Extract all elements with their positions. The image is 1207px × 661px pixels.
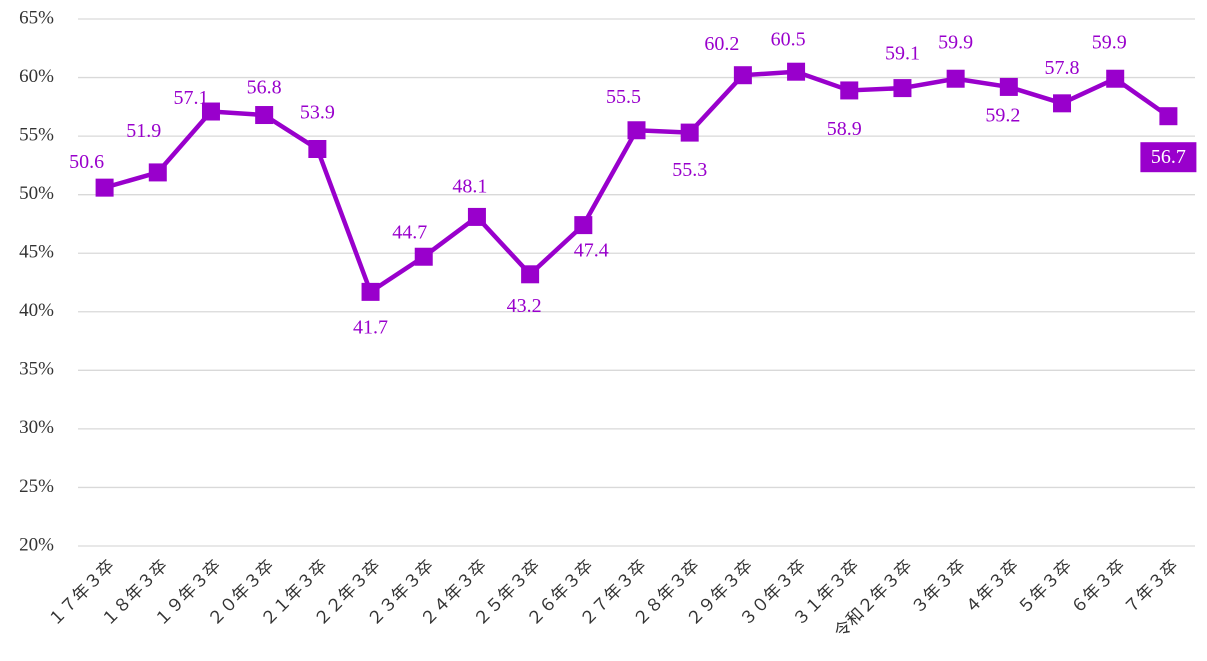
x-tick-label: ７年３卒 bbox=[1120, 556, 1182, 618]
marker bbox=[999, 77, 1018, 96]
marker bbox=[840, 81, 859, 100]
value-label: 59.9 bbox=[938, 31, 973, 53]
y-tick-label: 35% bbox=[19, 359, 54, 380]
y-tick-label: 25% bbox=[19, 476, 54, 497]
value-label: 51.9 bbox=[126, 120, 161, 142]
marker bbox=[255, 106, 274, 125]
value-label: 59.2 bbox=[985, 105, 1020, 127]
marker bbox=[361, 282, 380, 301]
value-label: 57.8 bbox=[1045, 57, 1080, 79]
x-tick-label: ３年３卒 bbox=[908, 556, 970, 618]
y-tick-label: 30% bbox=[19, 417, 54, 438]
value-label: 56.7 bbox=[1151, 146, 1186, 168]
x-tick-label: ６年３卒 bbox=[1067, 556, 1129, 618]
marker bbox=[733, 66, 752, 85]
value-label: 59.9 bbox=[1092, 31, 1127, 53]
marker bbox=[627, 121, 646, 140]
marker bbox=[308, 139, 327, 158]
value-label-box bbox=[1140, 142, 1197, 173]
value-label: 59.1 bbox=[885, 43, 920, 65]
marker bbox=[787, 62, 806, 81]
value-label: 55.5 bbox=[606, 86, 641, 108]
value-label: 60.5 bbox=[771, 28, 806, 50]
value-label: 53.9 bbox=[300, 102, 335, 124]
marker bbox=[95, 178, 114, 197]
marker bbox=[148, 163, 167, 182]
y-tick-label: 40% bbox=[19, 300, 54, 321]
value-label: 44.7 bbox=[392, 221, 427, 243]
x-tick-label: ５年３卒 bbox=[1014, 556, 1076, 618]
marker bbox=[414, 247, 433, 266]
marker bbox=[1053, 94, 1072, 113]
value-label: 43.2 bbox=[507, 295, 542, 317]
marker bbox=[1106, 69, 1125, 88]
marker bbox=[893, 79, 912, 98]
value-label: 60.2 bbox=[704, 33, 739, 55]
x-tick-label: ４年３卒 bbox=[961, 556, 1023, 618]
value-label: 58.9 bbox=[827, 118, 862, 140]
y-tick-label: 45% bbox=[19, 242, 54, 263]
marker bbox=[680, 123, 699, 142]
marker bbox=[946, 69, 965, 88]
value-label: 48.1 bbox=[452, 176, 487, 198]
value-label: 47.4 bbox=[574, 240, 609, 262]
marker bbox=[467, 207, 486, 226]
value-label: 57.1 bbox=[173, 87, 208, 109]
value-label: 55.3 bbox=[672, 159, 707, 181]
value-label: 41.7 bbox=[353, 316, 388, 338]
y-tick-label: 50% bbox=[19, 183, 54, 204]
value-label: 56.8 bbox=[247, 77, 282, 99]
value-label: 50.6 bbox=[69, 151, 104, 173]
marker bbox=[1159, 107, 1178, 126]
marker bbox=[201, 102, 220, 121]
marker bbox=[574, 216, 593, 235]
y-tick-label: 20% bbox=[19, 534, 54, 555]
marker bbox=[521, 265, 540, 284]
y-tick-label: 60% bbox=[19, 66, 54, 87]
y-tick-label: 55% bbox=[19, 124, 54, 145]
y-tick-label: 65% bbox=[19, 7, 54, 28]
